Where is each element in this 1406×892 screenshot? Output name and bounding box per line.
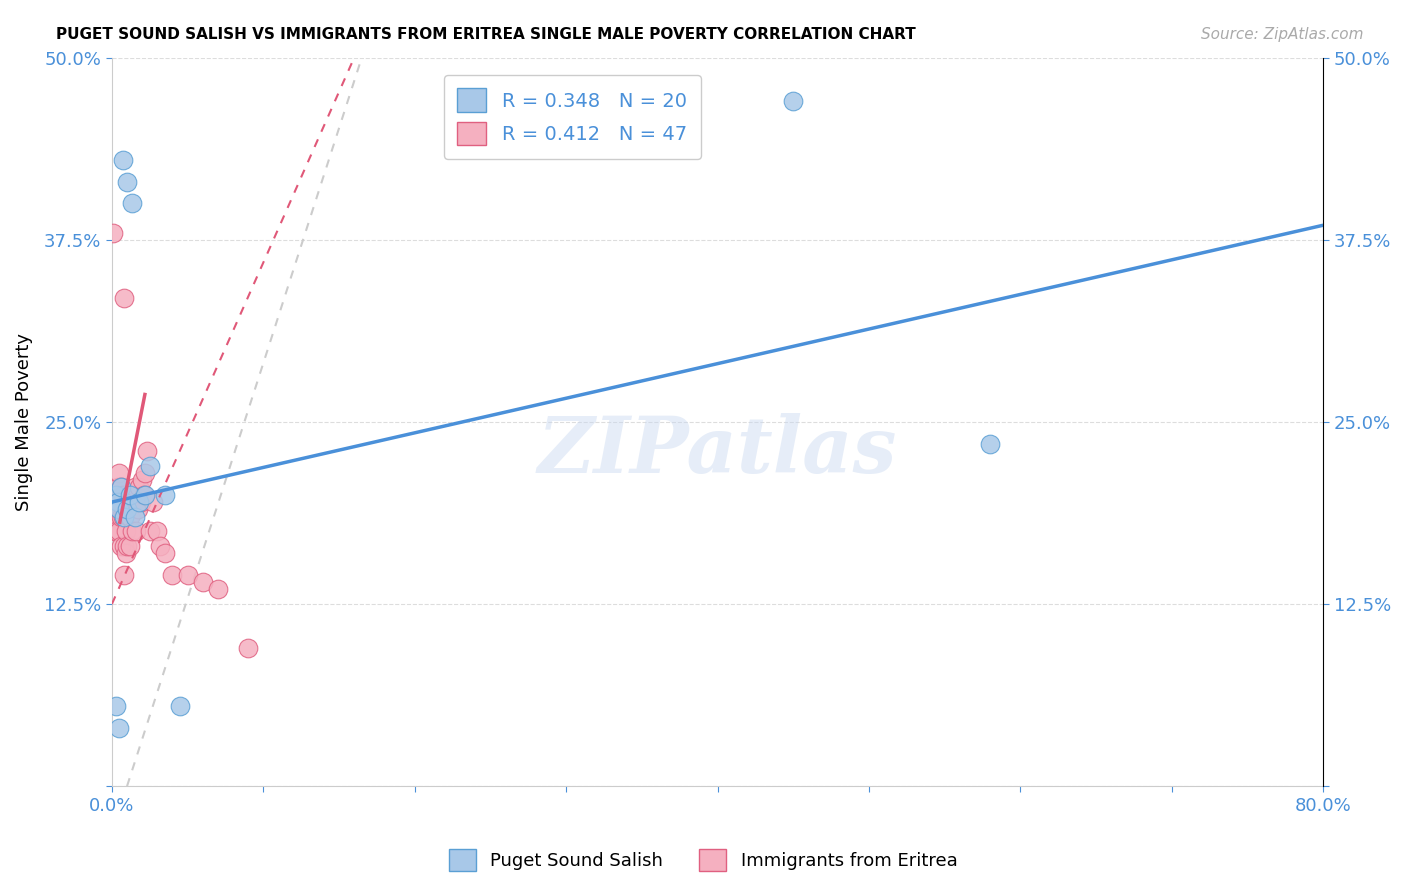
Point (115, 539, 138, 553)
Point (104, 524, 127, 538)
Point (111, 153, 134, 167)
Point (107, 502, 129, 516)
Point (108, 502, 131, 516)
Y-axis label: Single Male Poverty: Single Male Poverty (15, 333, 32, 511)
Point (129, 495, 152, 509)
Text: Source: ZipAtlas.com: Source: ZipAtlas.com (1201, 27, 1364, 42)
Point (120, 509, 142, 524)
Point (103, 226, 125, 240)
Point (110, 539, 132, 553)
Point (104, 509, 127, 524)
Point (115, 495, 138, 509)
Point (139, 524, 162, 538)
Point (176, 567, 198, 582)
Point (162, 567, 184, 582)
Point (238, 640, 260, 655)
Point (134, 466, 156, 480)
Point (114, 524, 136, 538)
Point (142, 495, 165, 509)
Point (135, 444, 157, 458)
Point (120, 539, 142, 553)
Text: ZIPatlas: ZIPatlas (538, 413, 897, 490)
Point (107, 495, 129, 509)
Point (124, 509, 146, 524)
Point (120, 488, 142, 502)
Point (110, 480, 132, 494)
Point (121, 524, 143, 538)
Point (169, 698, 191, 713)
Point (110, 509, 132, 524)
Point (132, 488, 155, 502)
Point (134, 488, 156, 502)
Point (153, 488, 176, 502)
Point (105, 509, 128, 524)
Point (122, 495, 145, 509)
Point (114, 546, 136, 560)
Point (117, 488, 139, 502)
Text: PUGET SOUND SALISH VS IMMIGRANTS FROM ERITREA SINGLE MALE POVERTY CORRELATION CH: PUGET SOUND SALISH VS IMMIGRANTS FROM ER… (56, 27, 915, 42)
Point (105, 524, 128, 538)
Point (127, 502, 149, 516)
Point (131, 473, 153, 487)
Point (105, 698, 128, 713)
Point (146, 524, 169, 538)
Point (191, 575, 214, 590)
Point (125, 524, 148, 538)
Point (103, 495, 125, 509)
Point (110, 480, 132, 494)
Point (149, 539, 172, 553)
Point (121, 196, 143, 211)
Point (108, 466, 131, 480)
Point (128, 480, 150, 494)
Point (112, 539, 135, 553)
Point (979, 436, 1001, 450)
Point (108, 524, 131, 538)
Legend: Puget Sound Salish, Immigrants from Eritrea: Puget Sound Salish, Immigrants from Erit… (441, 842, 965, 879)
Point (107, 480, 129, 494)
Point (115, 502, 138, 516)
Point (105, 488, 128, 502)
Point (128, 495, 150, 509)
Point (124, 480, 146, 494)
Point (112, 567, 135, 582)
Point (111, 488, 134, 502)
Point (207, 582, 229, 597)
Point (108, 495, 131, 509)
Point (139, 458, 162, 473)
Point (782, 95, 804, 109)
Point (112, 291, 135, 305)
Point (117, 509, 139, 524)
Point (112, 509, 135, 524)
Point (105, 488, 128, 502)
Legend: R = 0.348   N = 20, R = 0.412   N = 47: R = 0.348 N = 20, R = 0.412 N = 47 (444, 75, 700, 159)
Point (111, 509, 134, 524)
Point (108, 721, 131, 735)
Point (153, 546, 176, 560)
Point (115, 174, 138, 188)
